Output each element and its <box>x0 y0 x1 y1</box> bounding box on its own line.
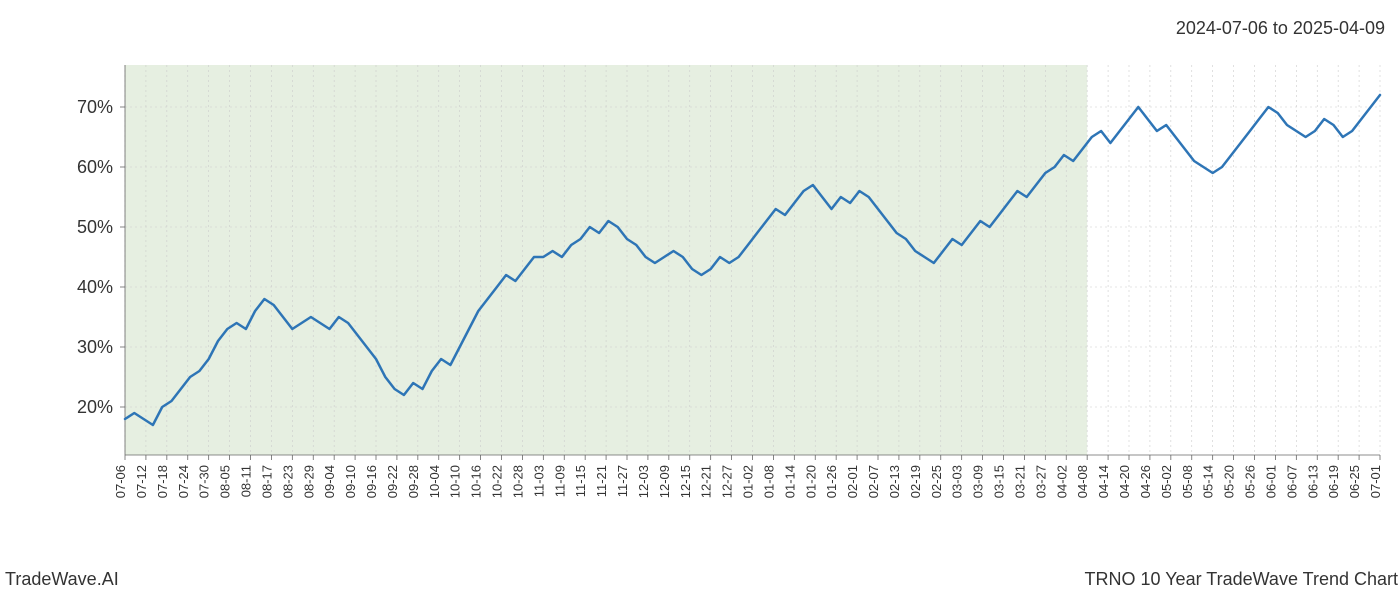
x-axis-label: 01-14 <box>782 465 797 498</box>
x-axis-label: 01-08 <box>761 465 776 498</box>
x-axis-label: 11-21 <box>594 465 609 497</box>
x-axis-label: 11-27 <box>615 465 630 497</box>
x-axis-label: 07-06 <box>113 465 128 498</box>
x-axis-label: 09-10 <box>343 465 358 498</box>
x-axis-label: 07-18 <box>155 465 170 498</box>
x-axis-label: 03-15 <box>992 465 1007 498</box>
x-axis-label: 02-07 <box>866 465 881 498</box>
x-axis-label: 07-01 <box>1368 465 1383 498</box>
brand-label: TradeWave.AI <box>5 569 119 590</box>
x-axis-label: 09-16 <box>364 465 379 498</box>
chart-area: 07-06 07-12 07-18 07-24 07-30 08-05 08-11 08-17… <box>0 55 1400 545</box>
y-axis-label: 20% <box>77 397 113 417</box>
x-axis-label: 05-08 <box>1180 465 1195 498</box>
x-axis-label: 02-19 <box>908 465 923 498</box>
x-axis-label: 03-21 <box>1012 465 1027 498</box>
y-axis-label: 60% <box>77 157 113 177</box>
x-axis-label: 05-14 <box>1201 465 1216 498</box>
x-axis-label: 08-11 <box>239 465 254 497</box>
y-axis-label: 40% <box>77 277 113 297</box>
x-axis-label: 06-19 <box>1326 465 1341 498</box>
x-axis-label: 06-25 <box>1347 465 1362 498</box>
x-axis-label: 07-12 <box>134 465 149 498</box>
x-axis-label: 06-13 <box>1305 465 1320 498</box>
x-axis-label: 09-22 <box>385 465 400 498</box>
x-axis-label: 08-05 <box>218 465 233 498</box>
x-axis-label: 04-20 <box>1117 465 1132 498</box>
x-axis-label: 02-13 <box>887 465 902 498</box>
y-axis-label: 50% <box>77 217 113 237</box>
x-axis-label: 05-02 <box>1159 465 1174 498</box>
x-axis-label: 01-02 <box>741 465 756 498</box>
x-axis-label: 12-09 <box>657 465 672 498</box>
x-axis-label: 04-02 <box>1054 465 1069 498</box>
x-axis-label: 03-03 <box>950 465 965 498</box>
x-axis-label: 04-14 <box>1096 465 1111 498</box>
x-axis-label: 06-01 <box>1263 465 1278 498</box>
x-axis-label: 12-15 <box>678 465 693 498</box>
x-axis-label: 12-03 <box>636 465 651 498</box>
x-axis-label: 04-26 <box>1138 465 1153 498</box>
y-axis-label: 70% <box>77 97 113 117</box>
x-axis-label: 12-27 <box>720 465 735 498</box>
x-axis-label: 02-01 <box>845 465 860 498</box>
x-axis-label: 07-24 <box>176 465 191 498</box>
x-axis-label: 01-20 <box>803 465 818 498</box>
x-axis-label: 08-29 <box>301 465 316 498</box>
x-axis-label: 10-16 <box>469 465 484 498</box>
y-axis-label: 30% <box>77 337 113 357</box>
x-axis-label: 08-17 <box>259 465 274 498</box>
chart-title: TRNO 10 Year TradeWave Trend Chart <box>1085 569 1398 590</box>
x-axis-label: 10-28 <box>510 465 525 498</box>
x-axis-label: 07-30 <box>197 465 212 498</box>
x-axis-label: 11-03 <box>531 465 546 497</box>
x-axis-label: 03-27 <box>1033 465 1048 498</box>
trend-chart-svg: 07-06 07-12 07-18 07-24 07-30 08-05 08-11 08-17… <box>0 55 1400 545</box>
x-axis-label: 09-28 <box>406 465 421 498</box>
x-axis-label: 11-15 <box>573 465 588 497</box>
x-axis-label: 06-07 <box>1284 465 1299 498</box>
x-axis-label: 12-21 <box>699 465 714 498</box>
x-axis-label: 05-20 <box>1222 465 1237 498</box>
x-axis-label: 10-04 <box>427 465 442 498</box>
x-axis-label: 02-25 <box>929 465 944 498</box>
x-axis-label: 01-26 <box>824 465 839 498</box>
x-axis-label: 05-26 <box>1243 465 1258 498</box>
date-range-label: 2024-07-06 to 2025-04-09 <box>1176 18 1385 39</box>
x-axis-label: 10-22 <box>490 465 505 498</box>
x-axis-label: 03-09 <box>971 465 986 498</box>
x-axis-label: 09-04 <box>322 465 337 498</box>
x-axis-label: 04-08 <box>1075 465 1090 498</box>
x-axis-label: 11-09 <box>552 465 567 497</box>
x-axis-label: 08-23 <box>280 465 295 498</box>
x-axis-label: 10-10 <box>448 465 463 498</box>
